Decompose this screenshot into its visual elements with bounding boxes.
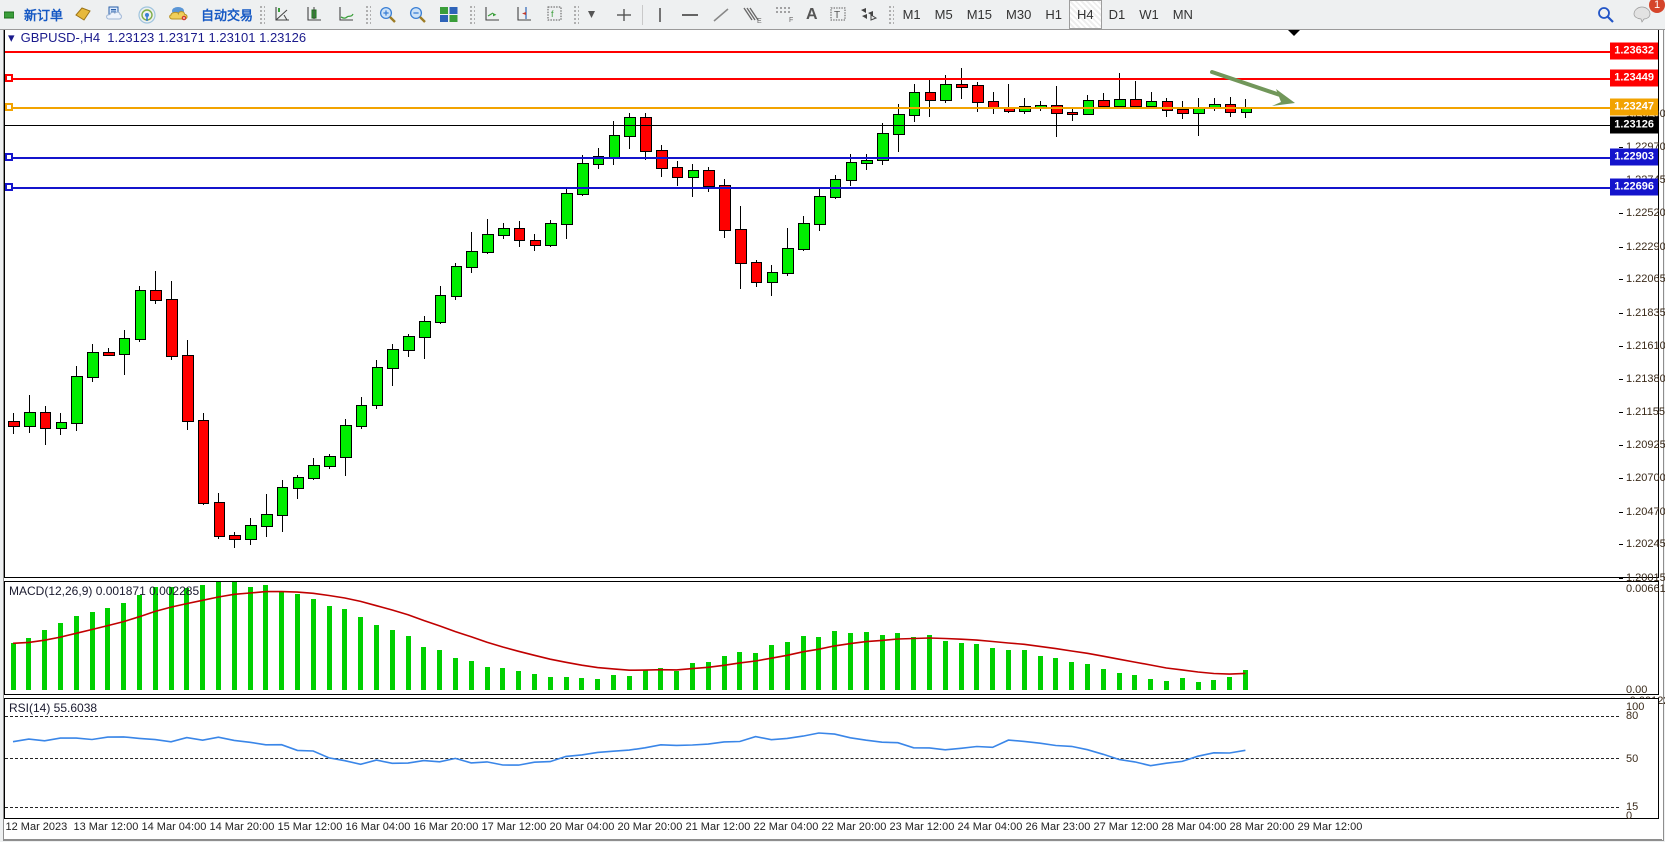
svg-text:T: T xyxy=(834,10,840,21)
svg-text:f: f xyxy=(551,9,554,19)
svg-text:E: E xyxy=(757,18,762,24)
svg-text:F: F xyxy=(789,17,793,23)
